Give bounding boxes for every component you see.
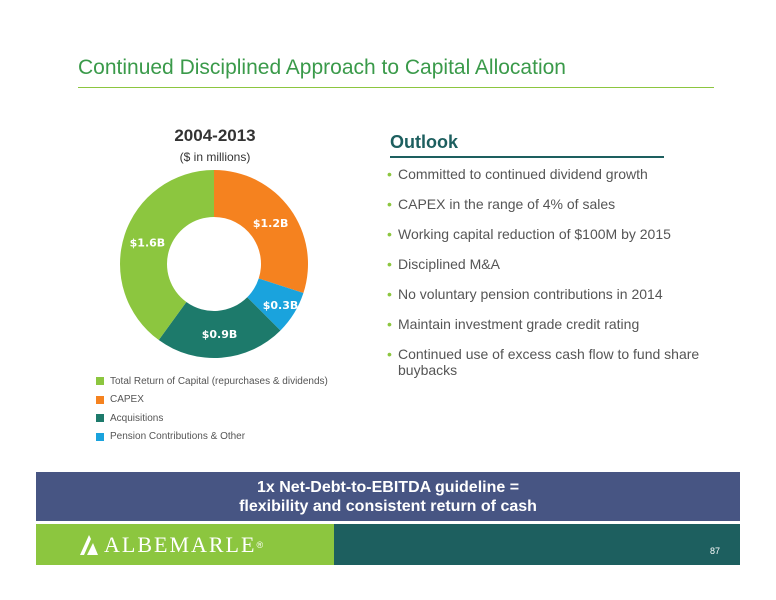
legend-item: Acquisitions bbox=[96, 409, 328, 428]
legend-label: CAPEX bbox=[110, 394, 144, 406]
outlook-heading: Outlook bbox=[390, 132, 458, 152]
guideline-banner: 1x Net-Debt-to-EBITDA guideline = flexib… bbox=[36, 472, 740, 521]
legend-swatch bbox=[96, 432, 104, 441]
banner-line-2: flexibility and consistent return of cas… bbox=[239, 497, 537, 515]
bullet-dot: • bbox=[387, 226, 392, 242]
legend-label: Acquisitions bbox=[110, 412, 164, 424]
bullet-text: Working capital reduction of $100M by 20… bbox=[398, 226, 671, 242]
outlook-bullet-list: • Committed to continued dividend growth •… bbox=[387, 166, 732, 392]
outlook-bullet: • Maintain investment grade credit rating bbox=[387, 316, 732, 332]
bullet-text: Maintain investment grade credit rating bbox=[398, 316, 640, 332]
logo-registered-mark: ® bbox=[256, 540, 264, 550]
outlook-bullet: • No voluntary pension contributions in 2… bbox=[387, 286, 732, 302]
slide-title: Continued Disciplined Approach to Capita… bbox=[78, 56, 566, 79]
outlook-divider bbox=[390, 156, 664, 158]
outlook-bullet: • Disciplined M&A bbox=[387, 256, 732, 272]
legend-item: Pension Contributions & Other bbox=[96, 428, 328, 447]
bullet-text: No voluntary pension contributions in 20… bbox=[398, 286, 663, 302]
legend-item: Total Return of Capital (repurchases & d… bbox=[96, 372, 328, 391]
bullet-dot: • bbox=[387, 256, 392, 272]
legend-item: CAPEX bbox=[96, 391, 328, 410]
legend-swatch bbox=[96, 395, 104, 404]
legend-swatch bbox=[96, 414, 104, 423]
bullet-dot: • bbox=[387, 196, 392, 212]
chart-title: 2004-2013 bbox=[174, 126, 256, 145]
bullet-dot: • bbox=[387, 166, 392, 182]
donut-data-label-0: $1.2B bbox=[253, 217, 289, 230]
outlook-bullet: • Working capital reduction of $100M by 2… bbox=[387, 226, 732, 242]
donut-slice-2 bbox=[158, 297, 281, 358]
outlook-bullet: • CAPEX in the range of 4% of sales bbox=[387, 196, 732, 212]
bullet-text: Continued use of excess cash flow to fun… bbox=[398, 346, 700, 378]
donut-data-label-1: $0.3B bbox=[263, 299, 299, 312]
legend-label: Pension Contributions & Other bbox=[110, 431, 246, 443]
bullet-text: CAPEX in the range of 4% of sales bbox=[398, 196, 616, 212]
bullet-dot: • bbox=[387, 316, 392, 332]
chart-legend: Total Return of Capital (repurchases & d… bbox=[96, 372, 328, 446]
bullet-dot: • bbox=[387, 286, 392, 302]
legend-label: Total Return of Capital (repurchases & d… bbox=[110, 375, 328, 387]
donut-slice-0 bbox=[214, 170, 308, 294]
donut-slice-1 bbox=[247, 278, 304, 331]
donut-data-label-3: $1.6B bbox=[130, 236, 166, 249]
donut-data-label-2: $0.9B bbox=[202, 328, 238, 341]
footer-teal-band bbox=[334, 524, 740, 565]
bullet-text: Committed to continued dividend growth bbox=[398, 166, 648, 182]
banner-line-1: 1x Net-Debt-to-EBITDA guideline = bbox=[256, 478, 520, 496]
title-divider bbox=[78, 87, 714, 88]
bullet-text: Disciplined M&A bbox=[398, 256, 500, 272]
logo-wordmark: ALBEMARLE bbox=[104, 532, 257, 557]
outlook-bullet: • Continued use of excess cash flow to fu… bbox=[387, 346, 732, 378]
chart-subtitle: ($ in millions) bbox=[179, 150, 251, 164]
donut-slice-3 bbox=[120, 170, 214, 341]
donut-chart: $1.2B $0.3B $0.9B $1.6B bbox=[120, 170, 308, 358]
albemarle-logo: ALBEMARLE ® bbox=[78, 532, 263, 558]
albemarle-mark-icon bbox=[80, 535, 98, 555]
legend-swatch bbox=[96, 377, 104, 386]
outlook-bullet: • Committed to continued dividend growth bbox=[387, 166, 732, 182]
page-number: 87 bbox=[709, 546, 720, 556]
bullet-dot: • bbox=[387, 346, 392, 362]
